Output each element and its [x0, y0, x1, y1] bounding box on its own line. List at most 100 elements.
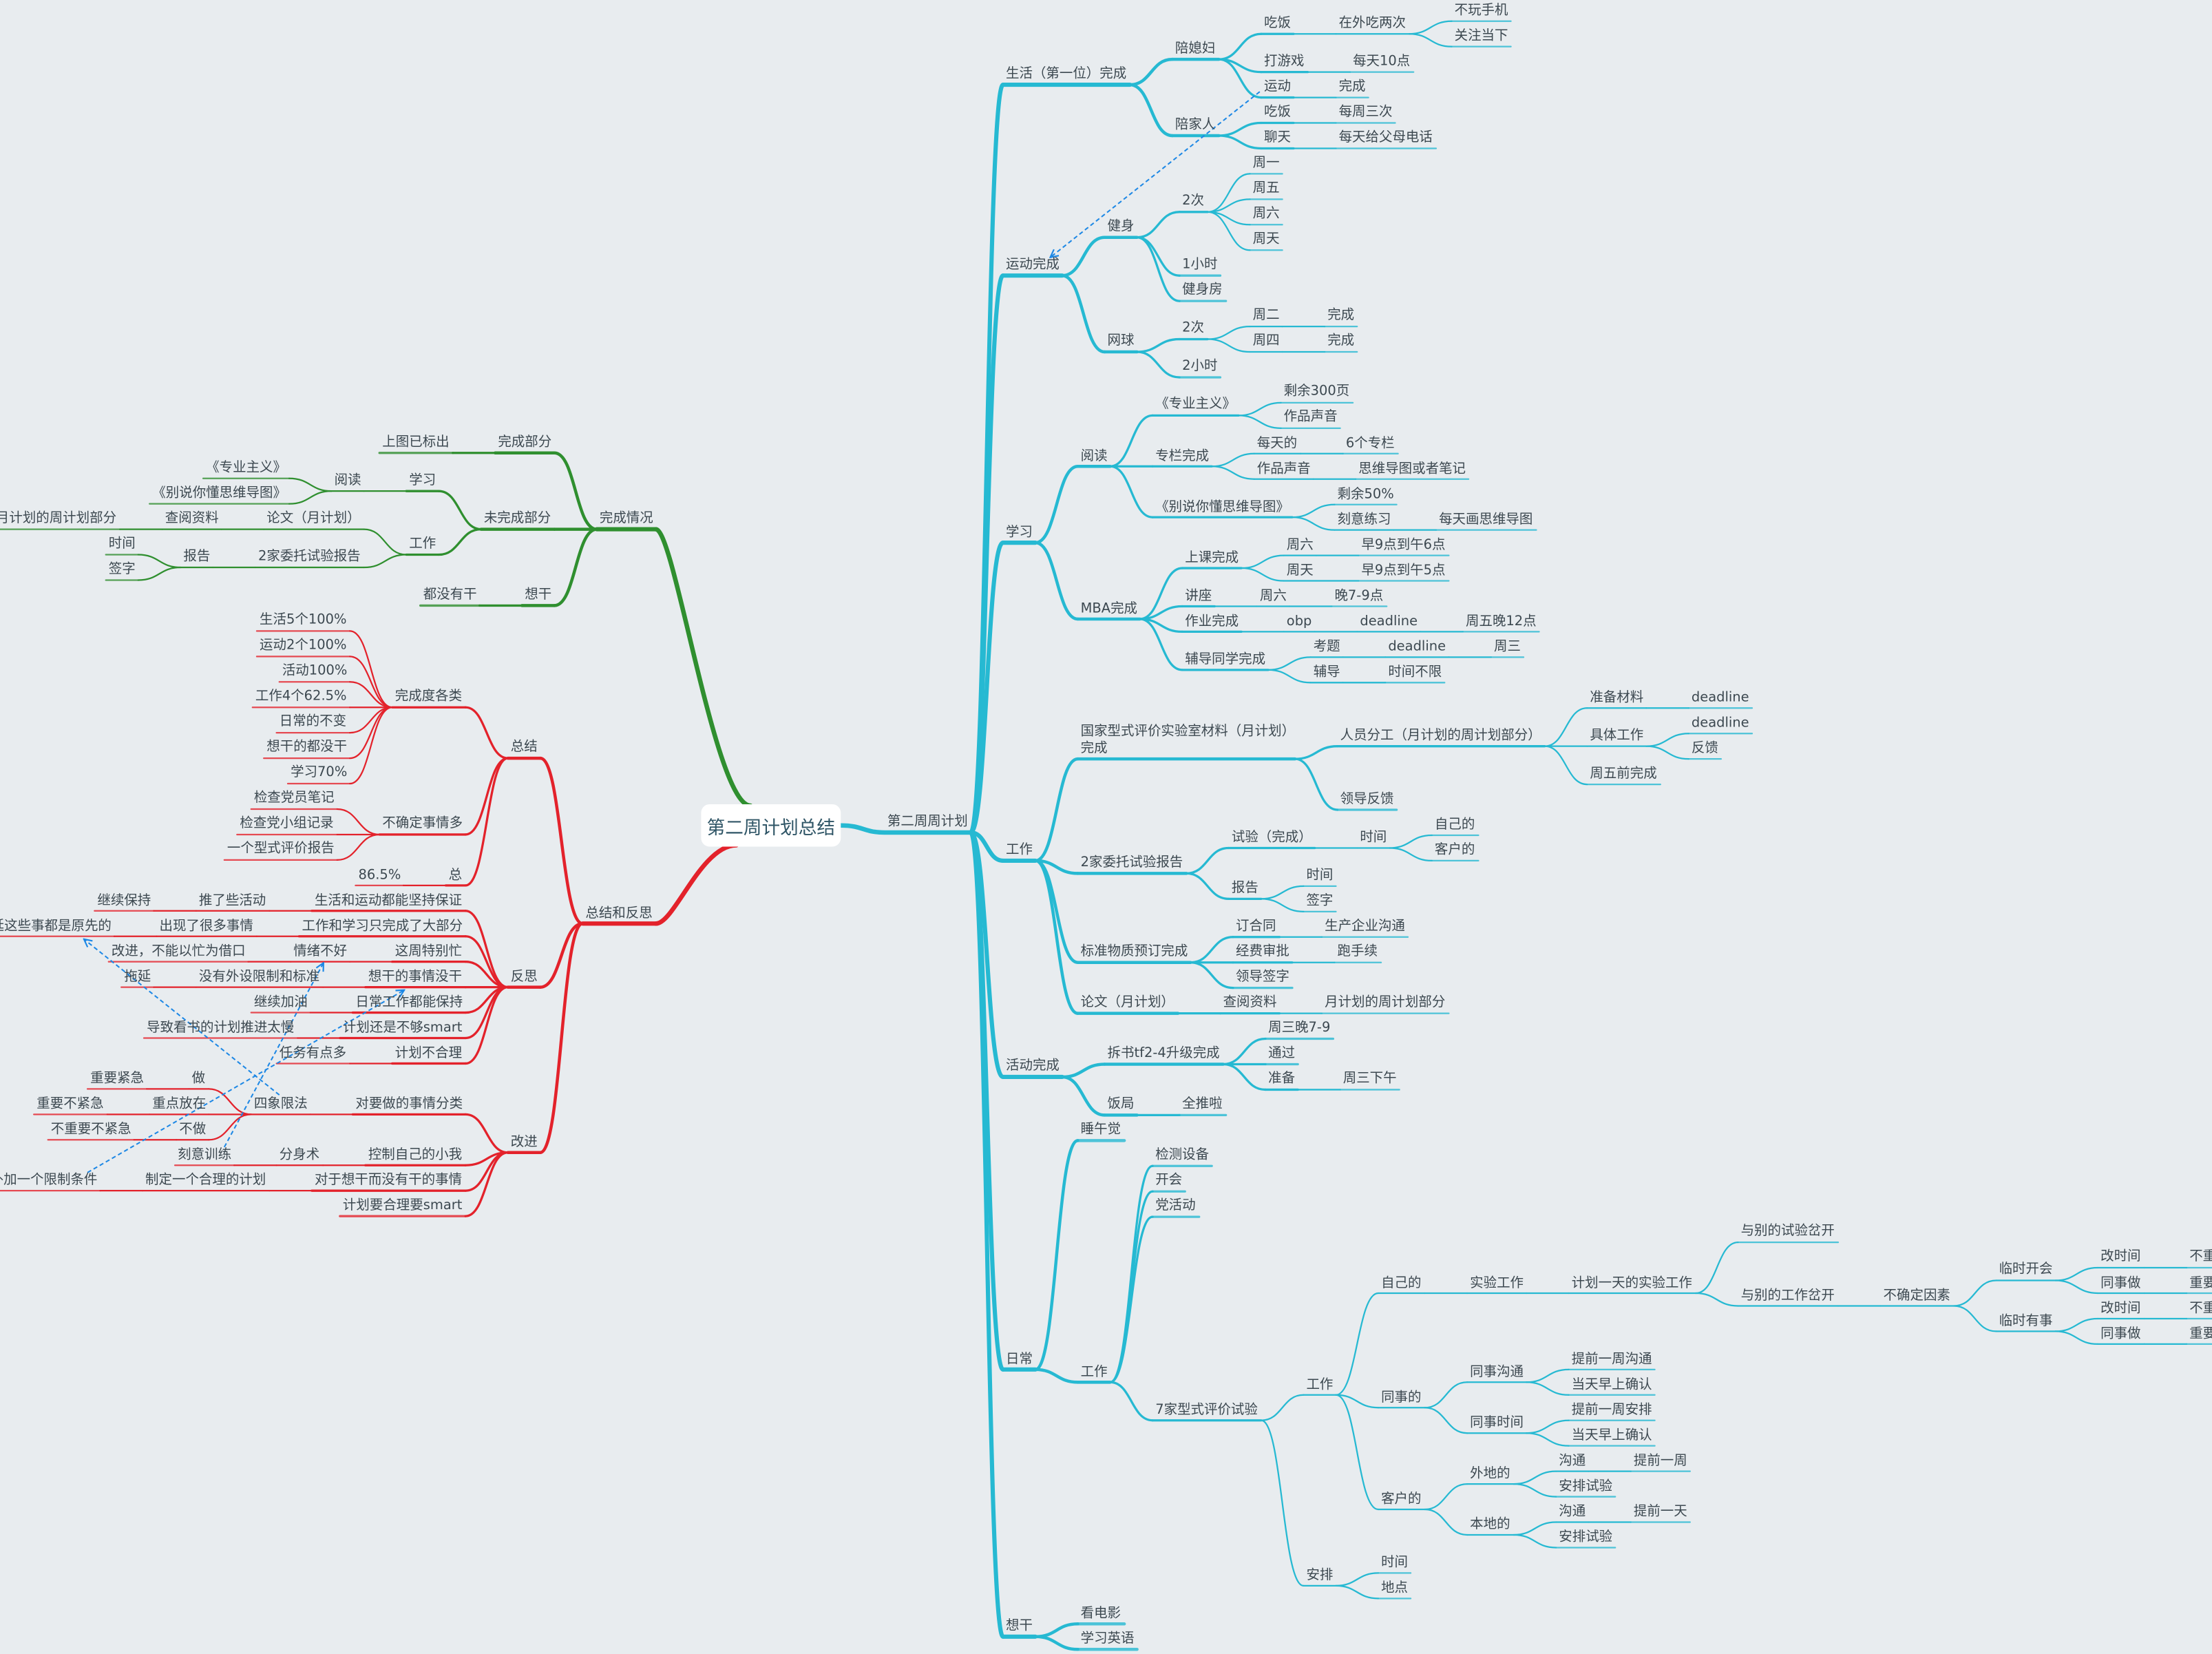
leaf-topic[interactable]: 继续加油 — [253, 994, 308, 1010]
leaf-topic[interactable]: 一个型式评价报告 — [227, 841, 335, 857]
topic-node[interactable]: 情绪不好 — [293, 943, 348, 959]
leaf-topic[interactable]: 不重要 — [2189, 1300, 2212, 1316]
topic-node[interactable]: 准备 — [1268, 1071, 1296, 1087]
topic-node[interactable]: 陪媳妇 — [1175, 41, 1216, 57]
topic-node[interactable]: 查阅资料 — [1223, 994, 1277, 1011]
leaf-topic[interactable]: 当天早上确认 — [1571, 1427, 1652, 1443]
leaf-topic[interactable]: 晚7-9点 — [1334, 587, 1384, 604]
topic-node[interactable]: 工作 — [1080, 1363, 1108, 1380]
topic-node[interactable]: 论文（月计划） — [266, 510, 361, 527]
topic-node[interactable]: 考题 — [1313, 638, 1340, 655]
leaf-topic[interactable]: 不重要不紧急 — [50, 1121, 131, 1138]
leaf-topic[interactable]: 反馈 — [1691, 740, 1718, 757]
topic-node[interactable]: 上课完成 — [1185, 549, 1239, 565]
leaf-topic[interactable]: 都没有干 — [423, 587, 477, 603]
topic-node[interactable]: 计划不合理 — [394, 1045, 463, 1061]
leaf-topic[interactable]: 活动100% — [282, 663, 348, 680]
topic-node[interactable]: 未完成部分 — [483, 510, 551, 527]
leaf-topic[interactable]: 不重要 — [2189, 1249, 2212, 1265]
topic-node[interactable]: 生活（第一位）完成 — [1006, 66, 1127, 82]
topic-node[interactable]: 想干的事情没干 — [368, 968, 463, 985]
topic-node[interactable]: 讲座 — [1185, 587, 1212, 604]
topic-node[interactable]: 刻意练习 — [1337, 511, 1391, 527]
topic-node[interactable]: 同事的 — [1381, 1389, 1422, 1405]
topic-node[interactable]: 总结 — [510, 740, 538, 756]
topic-node[interactable]: 吃饭 — [1263, 104, 1291, 121]
leaf-topic[interactable]: 剩余50% — [1337, 486, 1394, 502]
topic-node[interactable]: 本地的 — [1470, 1516, 1510, 1532]
topic-node[interactable]: 具体工作 — [1590, 728, 1644, 744]
topic-node[interactable]: 临时开会 — [1999, 1262, 2053, 1278]
topic-node[interactable]: 重点放在 — [152, 1096, 207, 1112]
topic-node[interactable]: 做 — [191, 1070, 206, 1087]
leaf-topic[interactable]: 周一 — [1252, 155, 1280, 171]
topic-node[interactable]: 同事做 — [2100, 1326, 2141, 1341]
leaf-topic[interactable]: 运动2个100% — [260, 638, 347, 654]
leaf-topic[interactable]: 关注当下 — [1454, 28, 1508, 44]
leaf-topic[interactable]: 2小时 — [1182, 359, 1218, 375]
topic-node[interactable]: 总结和反思 — [585, 905, 653, 921]
leaf-topic[interactable]: 完成 — [1327, 308, 1355, 324]
topic-node[interactable]: 与别的工作岔开 — [1740, 1287, 1835, 1304]
topic-node[interactable]: 沟通 — [1559, 1503, 1586, 1520]
leaf-topic[interactable]: 《专业主义》 — [206, 460, 286, 476]
leaf-topic[interactable]: 检查党员笔记 — [253, 791, 335, 806]
leaf-topic[interactable]: 拖延这些事都是原先的 — [0, 918, 112, 934]
leaf-topic[interactable]: 重要紧急 — [90, 1070, 145, 1087]
topic-node[interactable]: 改进 — [510, 1134, 538, 1150]
leaf-topic[interactable]: 导致看书的计划推进太慢 — [147, 1019, 295, 1036]
topic-node[interactable]: 改时间 — [2100, 1300, 2141, 1316]
topic-node[interactable]: 《别说你懂思维导图》 — [1155, 499, 1289, 515]
topic-node[interactable]: 打游戏 — [1263, 53, 1305, 70]
topic-node[interactable]: 2家委托试验报告 — [257, 549, 361, 565]
topic-node[interactable]: obp — [1286, 613, 1312, 629]
topic-node[interactable]: 想干 — [1006, 1618, 1033, 1634]
leaf-topic[interactable]: 每天画思维导图 — [1439, 511, 1533, 527]
leaf-topic[interactable]: 每天给父母电话 — [1338, 129, 1433, 146]
topic-node[interactable]: 完成部分 — [498, 435, 552, 450]
leaf-topic[interactable]: 周三下午 — [1342, 1071, 1397, 1087]
leaf-topic[interactable]: 看电影 — [1080, 1605, 1121, 1622]
root-topic[interactable]: 第二周计划总结 — [701, 804, 841, 847]
topic-node[interactable]: 订合同 — [1236, 919, 1276, 934]
topic-node[interactable]: 外地的 — [1470, 1465, 1510, 1481]
topic-node[interactable]: 专栏完成 — [1155, 448, 1210, 464]
topic-node[interactable]: 阅读 — [334, 472, 361, 489]
leaf-topic[interactable]: 不玩手机 — [1454, 3, 1508, 19]
topic-node[interactable]: 查阅资料 — [165, 510, 219, 527]
topic-node[interactable]: 拆书tf2-4升级完成 — [1107, 1045, 1220, 1062]
leaf-topic[interactable]: 重要不紧急 — [36, 1096, 104, 1112]
topic-node[interactable]: 日常 — [1006, 1351, 1033, 1367]
topic-node[interactable]: 对于想干而没有干的事情 — [314, 1172, 463, 1189]
leaf-topic[interactable]: 检测设备 — [1155, 1147, 1210, 1164]
topic-node[interactable]: 工作 — [409, 536, 436, 552]
main-branch-topic[interactable]: 第二周周计划 — [887, 814, 968, 830]
leaf-topic[interactable]: 全推啦 — [1182, 1096, 1223, 1113]
topic-node[interactable]: 计划还是不够smart — [342, 1019, 463, 1036]
topic-node[interactable]: 吃饭 — [1263, 15, 1291, 32]
topic-node[interactable]: 推了些活动 — [198, 892, 266, 908]
topic-node[interactable]: 生活和运动都能坚持保证 — [314, 892, 463, 908]
leaf-topic[interactable]: 时间 — [108, 536, 136, 552]
topic-node[interactable]: 学习 — [1006, 524, 1033, 541]
topic-node[interactable]: 出现了很多事情 — [159, 918, 253, 934]
topic-node[interactable]: 在外吃两次 — [1338, 15, 1406, 32]
topic-node[interactable]: 制定一个合理的计划 — [145, 1172, 266, 1189]
topic-node[interactable]: 试验（完成） — [1231, 829, 1312, 846]
topic-node[interactable]: 辅导同学完成 — [1185, 651, 1266, 667]
leaf-topic[interactable]: 客户的 — [1434, 842, 1475, 858]
leaf-topic[interactable]: 领导反馈 — [1340, 791, 1394, 807]
topic-node[interactable]: 临时有事 — [1999, 1312, 2053, 1329]
leaf-topic[interactable]: 周五前完成 — [1590, 766, 1657, 782]
topic-node[interactable]: 国家型式评价实验室材料（月计划）完成 — [1080, 723, 1289, 757]
leaf-topic[interactable]: 作品声音 — [1283, 410, 1338, 426]
leaf-topic[interactable]: 学习70% — [291, 765, 348, 781]
leaf-topic[interactable]: 早9点到午6点 — [1361, 536, 1446, 553]
topic-node[interactable]: 控制自己的小我 — [368, 1147, 463, 1163]
topic-node[interactable]: 不确定因素 — [1883, 1287, 1950, 1304]
leaf-topic[interactable]: 通过 — [1268, 1045, 1296, 1062]
leaf-topic[interactable]: 地点 — [1381, 1580, 1409, 1596]
leaf-topic[interactable]: 时间 — [1306, 868, 1334, 883]
topic-node[interactable]: 同事做 — [2100, 1275, 2141, 1290]
topic-node[interactable]: 沟通 — [1559, 1452, 1586, 1469]
